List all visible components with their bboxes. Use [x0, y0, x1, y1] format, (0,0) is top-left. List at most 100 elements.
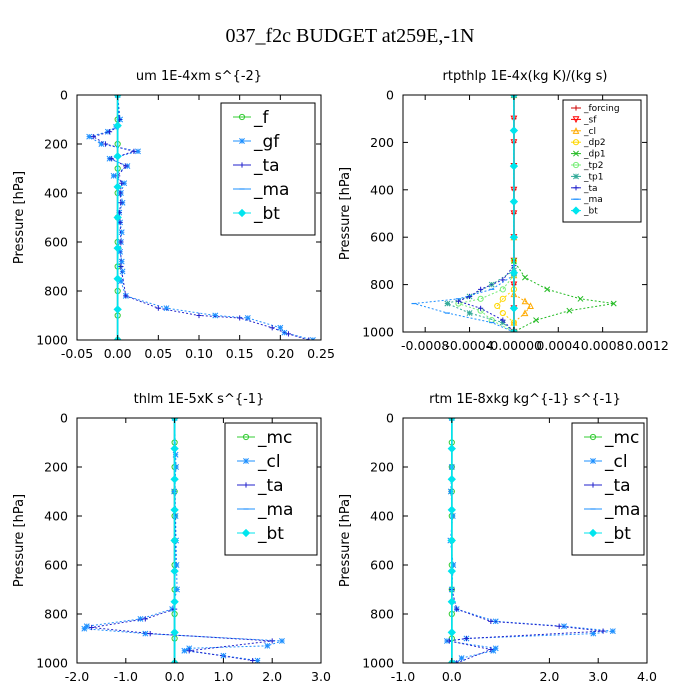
data-point_bt	[447, 505, 456, 515]
x-tick-label: -1.0	[114, 669, 138, 684]
data-point_ta	[102, 141, 109, 147]
data-point_bt	[447, 597, 456, 606]
x-tick-label: -2.0	[65, 669, 89, 684]
legend-entry: _ta	[583, 184, 598, 194]
x-tick-label: 3.0	[588, 669, 608, 684]
legend-marker	[572, 161, 580, 169]
data-point_cl	[81, 625, 88, 632]
data-point_ta	[285, 331, 292, 337]
y-tick-label: 400	[44, 509, 68, 524]
data-point_ta	[488, 646, 494, 653]
data-point_ta	[455, 298, 462, 304]
legend-entry: _tp2	[583, 161, 603, 171]
y-tick-label: 1000	[36, 656, 68, 671]
data-point_ta	[463, 635, 470, 642]
data-point_bt	[113, 305, 122, 314]
data-point_gf	[163, 305, 170, 312]
legend-marker	[573, 173, 579, 180]
data-point_ta	[123, 163, 129, 169]
legend-entry: _bt	[257, 524, 284, 544]
x-tick-label: 0.25	[307, 346, 335, 361]
data-point_cl	[561, 623, 567, 630]
x-tick-label: 0.0004	[536, 338, 580, 353]
data-point_dp2	[494, 302, 501, 310]
x-tick-label: 1.0	[213, 669, 233, 684]
data-point_cl	[181, 647, 188, 654]
legend-entry: _bt	[253, 204, 280, 224]
y-tick-label: 600	[44, 558, 68, 573]
x-tick-label: 4.0	[637, 669, 657, 684]
data-point_cl	[450, 562, 457, 568]
legend-entry: _ta	[253, 156, 280, 176]
y-axis-label: Pressure [hPa]	[338, 494, 353, 587]
data-point_ta	[600, 628, 606, 634]
data-point_bt	[113, 243, 122, 253]
data-point_bt	[509, 126, 519, 135]
x-tick-label: -0.0008	[401, 338, 449, 353]
data-point_cl	[137, 615, 144, 622]
data-point_bt	[170, 505, 179, 515]
data-point_cl	[447, 488, 454, 495]
data-point_bt	[170, 475, 179, 484]
data-point_gf	[118, 229, 125, 236]
legend-box	[562, 99, 642, 223]
data-point_ta	[108, 156, 114, 162]
data-point_cl	[609, 628, 616, 635]
y-tick-label: 400	[370, 182, 394, 197]
data-point_cl	[142, 630, 149, 637]
panel-title: rtpthlp 1E-4x(kg K)/(kg s)	[443, 69, 608, 84]
y-tick-label: 0	[60, 411, 68, 426]
y-tick-label: 1000	[36, 333, 68, 348]
legend-entry: _cl	[604, 452, 628, 472]
data-point_bt	[447, 536, 456, 545]
data-point_ta	[89, 624, 95, 631]
legend-entry: _tp1	[583, 172, 603, 182]
data-point_cl	[172, 451, 179, 458]
legend-marker	[238, 113, 246, 121]
legend-entry: _mc	[257, 428, 292, 448]
panel-title: rtm 1E-8xkg kg^{-1} s^{-1}	[429, 392, 621, 407]
panel-1: um 1E-4xm s^{-2} Pressure [hPa] 0 200 400 600…	[12, 69, 335, 361]
legend-entry: _sf	[583, 115, 597, 125]
data-point_bt	[170, 628, 179, 637]
legend-entry: _ma	[253, 180, 289, 200]
y-tick-label: 200	[44, 137, 68, 152]
legend-marker	[573, 185, 579, 191]
data-point_ta	[196, 312, 202, 319]
legend-marker	[573, 105, 579, 111]
legend-marker	[590, 482, 596, 488]
data-point_bt	[509, 197, 519, 206]
figure-title: 037_f2c BUDGET at259E,-1N	[225, 25, 474, 47]
data-point_bt	[170, 536, 179, 545]
data-point_bt	[509, 161, 519, 171]
data-point_cl	[527, 302, 534, 310]
data-point_gf	[86, 133, 93, 140]
data-point_bt	[113, 182, 122, 192]
data-point_ta	[500, 317, 506, 323]
legend-entry: _mc	[604, 428, 639, 448]
data-point_bt	[170, 597, 179, 606]
data-point_ta	[118, 239, 124, 245]
y-tick-label: 200	[44, 460, 68, 475]
data-point_ta	[106, 129, 113, 135]
y-tick-label: 400	[44, 186, 68, 201]
data-point_bt	[113, 152, 122, 161]
data-point_bt	[509, 268, 519, 277]
series-line_dp2	[496, 95, 515, 332]
x-tick-label: -0.00000	[486, 338, 542, 353]
data-point_ta	[478, 305, 484, 311]
data-point_bt	[447, 475, 456, 484]
legend-entry: _gf	[253, 132, 280, 152]
legend-marker	[590, 458, 596, 464]
data-point_cl	[490, 647, 497, 654]
legend-entry: _dp1	[583, 150, 606, 160]
data-point_dp2	[499, 295, 506, 302]
x-tick-label: 2.0	[539, 669, 559, 684]
data-point_bt	[113, 274, 122, 283]
data-point_gf	[110, 172, 117, 179]
data-point_bt	[447, 628, 456, 637]
legend-marker	[572, 127, 580, 134]
y-axis-label: Pressure [hPa]	[12, 494, 27, 587]
y-tick-label: 800	[370, 277, 394, 292]
data-point_ta	[454, 606, 460, 612]
